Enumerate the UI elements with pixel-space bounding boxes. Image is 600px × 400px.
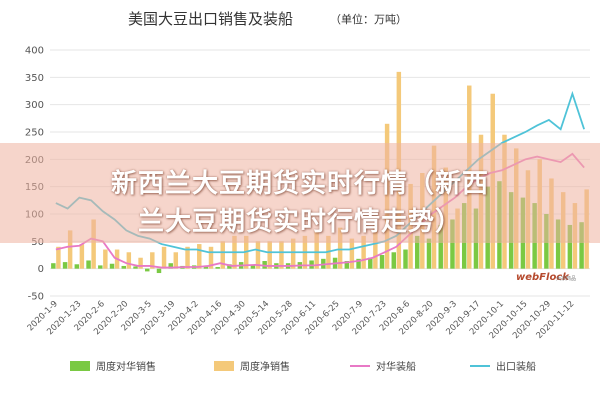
bar-china-sales — [109, 263, 115, 269]
bar-net-sales — [150, 252, 155, 269]
watermark-sub: 大宗商品 — [556, 276, 577, 282]
bar-china-sales — [391, 252, 397, 269]
x-axis-ticks: 2020-1-92020-1-232020-2-62020-2-202020-3… — [26, 299, 577, 341]
bar-china-sales — [368, 257, 373, 269]
y-tick-label: 300 — [25, 100, 44, 111]
bar-net-sales — [103, 249, 108, 269]
bar-china-sales — [51, 263, 56, 269]
bar-china-sales — [156, 268, 162, 274]
legend-label: 周度净销售 — [240, 360, 290, 373]
bar-china-sales — [227, 264, 232, 269]
watermark-logo: webFlock — [516, 272, 569, 283]
bar-net-sales — [126, 252, 132, 269]
y-tick-label: 350 — [25, 73, 44, 84]
bar-china-sales — [121, 265, 127, 269]
bar-net-sales — [279, 241, 284, 269]
bar-china-sales — [74, 264, 80, 269]
legend-label: 出口装船 — [496, 360, 536, 373]
bar-china-sales — [168, 263, 173, 269]
bar-china-sales — [145, 268, 150, 272]
bar-china-sales — [250, 265, 256, 269]
bar-net-sales — [267, 241, 272, 269]
legend-swatch — [214, 361, 234, 371]
legend-swatch — [70, 361, 90, 371]
bar-net-sales — [255, 241, 261, 269]
bar-china-sales — [86, 260, 91, 269]
bar-net-sales — [56, 246, 61, 269]
legend: 周度对华销售 周度净销售 对华装船 出口装船 — [70, 360, 536, 373]
legend-label: 周度对华销售 — [96, 360, 156, 373]
bar-net-sales — [314, 230, 319, 269]
bar-china-sales — [567, 224, 573, 269]
bar-china-sales — [438, 224, 443, 269]
bar-net-sales — [185, 246, 190, 269]
bar-net-sales — [79, 244, 85, 269]
overlay-headline-line-2: 兰大豆期货实时行情走势） — [137, 207, 462, 237]
bar-net-sales — [337, 227, 343, 269]
y-tick-label: 250 — [25, 128, 44, 139]
bar-china-sales — [203, 266, 209, 269]
bar-net-sales — [161, 246, 167, 269]
bar-china-sales — [215, 267, 220, 269]
overlay-headline-line-1: 新西兰大豆期货实时行情（新西 — [110, 169, 489, 199]
bar-china-sales — [426, 238, 432, 269]
y-tick-label: -50 — [28, 292, 44, 303]
bar-china-sales — [379, 255, 385, 269]
bar-china-sales — [579, 222, 584, 269]
overlay-banner — [0, 143, 600, 243]
y-tick-label: 400 — [25, 46, 44, 57]
bar-net-sales — [173, 252, 179, 269]
chart-unit: （单位：万吨） — [330, 12, 407, 26]
bar-china-sales — [344, 261, 350, 269]
bar-china-sales — [555, 219, 561, 269]
bar-net-sales — [91, 219, 96, 269]
bar-china-sales — [98, 265, 103, 269]
bar-net-sales — [138, 257, 143, 269]
bar-net-sales — [197, 244, 202, 269]
y-tick-label: 0 — [38, 264, 44, 275]
bar-net-sales — [361, 235, 366, 269]
chart-title: 美国大豆出口销售及装船 — [128, 10, 293, 28]
bar-china-sales — [133, 266, 138, 269]
bar-net-sales — [67, 230, 73, 269]
bar-china-sales — [356, 258, 361, 269]
legend-label: 对华装船 — [376, 360, 416, 373]
bar-net-sales — [373, 222, 378, 269]
bar-net-sales — [290, 238, 296, 269]
bar-net-sales — [208, 246, 214, 269]
bar-net-sales — [220, 241, 225, 269]
bar-china-sales — [415, 235, 420, 269]
bar-china-sales — [62, 262, 68, 269]
bar-net-sales — [349, 238, 355, 269]
bar-china-sales — [450, 219, 455, 269]
bar-china-sales — [403, 249, 408, 269]
